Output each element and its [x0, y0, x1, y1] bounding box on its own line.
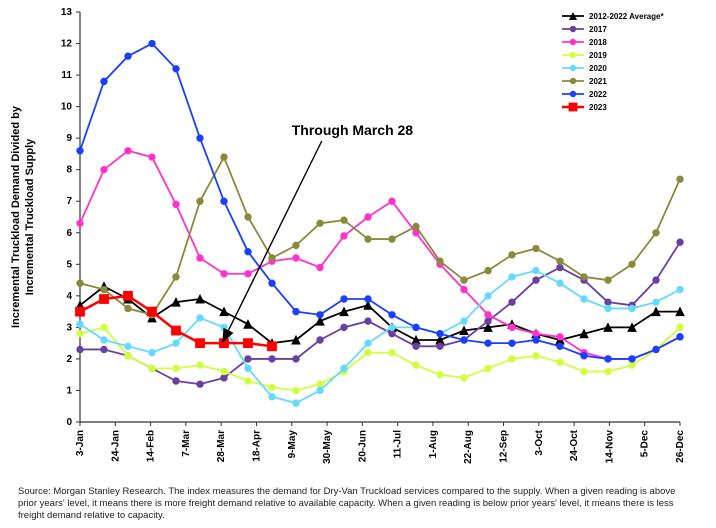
svg-text:2021: 2021	[589, 77, 607, 86]
svg-text:22-Aug: 22-Aug	[463, 430, 474, 464]
svg-text:5-Dec: 5-Dec	[640, 430, 651, 458]
svg-text:1: 1	[66, 385, 72, 396]
svg-text:3-Jan: 3-Jan	[75, 430, 86, 456]
svg-text:2023: 2023	[589, 103, 607, 112]
svg-text:Through March 28: Through March 28	[292, 122, 414, 138]
svg-text:11-Jul: 11-Jul	[393, 430, 404, 459]
svg-text:30-May: 30-May	[322, 430, 333, 464]
svg-text:8: 8	[66, 165, 72, 176]
svg-text:14-Feb: 14-Feb	[146, 430, 157, 462]
svg-text:2022: 2022	[589, 90, 607, 99]
svg-text:7: 7	[66, 196, 72, 207]
svg-text:5: 5	[66, 259, 72, 270]
svg-text:4: 4	[66, 291, 72, 302]
svg-text:3-Oct: 3-Oct	[534, 429, 545, 455]
svg-text:18-Apr: 18-Apr	[251, 430, 262, 462]
svg-text:2012-2022 Average*: 2012-2022 Average*	[589, 12, 664, 21]
source-footnote: Source: Morgan Stanley Research. The ind…	[18, 486, 686, 522]
line-chart: 0123456789101112133-Jan24-Jan14-Feb7-Mar…	[0, 0, 716, 528]
svg-text:14-Nov: 14-Nov	[604, 430, 615, 464]
svg-text:11: 11	[61, 70, 72, 81]
svg-text:24-Oct: 24-Oct	[569, 429, 580, 461]
svg-text:3: 3	[66, 322, 72, 333]
svg-text:12: 12	[61, 39, 73, 50]
chart-container: 0123456789101112133-Jan24-Jan14-Feb7-Mar…	[0, 0, 716, 528]
svg-text:26-Dec: 26-Dec	[675, 430, 686, 463]
svg-text:Incremental Truckload Demand D: Incremental Truckload Demand Divided by	[10, 105, 22, 328]
svg-text:12-Sep: 12-Sep	[499, 430, 510, 463]
svg-text:6: 6	[66, 228, 72, 239]
svg-text:13: 13	[61, 7, 73, 18]
svg-text:20-Jun: 20-Jun	[357, 430, 368, 462]
svg-text:7-Mar: 7-Mar	[181, 430, 192, 457]
svg-text:28-Mar: 28-Mar	[216, 430, 227, 462]
svg-text:0: 0	[66, 417, 72, 428]
svg-text:24-Jan: 24-Jan	[110, 430, 121, 462]
svg-text:2018: 2018	[589, 38, 607, 47]
svg-text:Incremental Truckload Supply: Incremental Truckload Supply	[24, 138, 36, 295]
svg-text:2019: 2019	[589, 51, 607, 60]
svg-text:9-May: 9-May	[287, 430, 298, 459]
svg-text:2: 2	[66, 354, 72, 365]
svg-text:2020: 2020	[589, 64, 607, 73]
svg-text:10: 10	[61, 102, 73, 113]
svg-text:9: 9	[66, 133, 72, 144]
svg-text:1-Aug: 1-Aug	[428, 430, 439, 458]
svg-text:2017: 2017	[589, 25, 607, 34]
